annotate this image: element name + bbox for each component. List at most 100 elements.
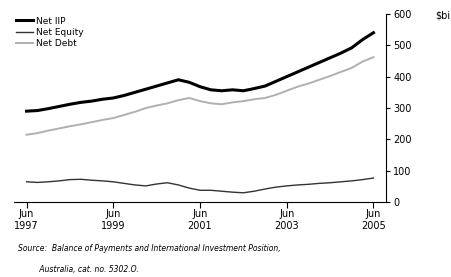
Net Equity <box>89 179 94 182</box>
Legend: Net IIP, Net Equity, Net Debt: Net IIP, Net Equity, Net Debt <box>16 17 83 48</box>
Net IIP <box>89 99 94 103</box>
Net IIP <box>197 85 202 88</box>
Net Equity <box>229 191 235 194</box>
Net IIP <box>132 91 138 94</box>
Net IIP <box>370 31 375 34</box>
Net Debt <box>305 82 310 85</box>
Net Debt <box>56 127 62 130</box>
Net Equity <box>46 180 51 183</box>
Net IIP <box>175 78 181 81</box>
Net Equity <box>56 179 62 183</box>
Net IIP <box>121 94 127 97</box>
Net Debt <box>100 118 105 122</box>
Net Debt <box>24 133 29 136</box>
Net Debt <box>272 93 278 96</box>
Net IIP <box>143 88 148 91</box>
Line: Net IIP: Net IIP <box>27 33 373 111</box>
Net Equity <box>35 181 40 184</box>
Net Debt <box>197 99 202 103</box>
Net Equity <box>327 181 332 184</box>
Net Debt <box>348 66 354 70</box>
Net Debt <box>110 116 116 120</box>
Net IIP <box>165 81 170 84</box>
Y-axis label: $billion: $billion <box>434 10 451 20</box>
Line: Net Equity: Net Equity <box>27 178 373 193</box>
Net IIP <box>316 61 321 64</box>
Net IIP <box>348 46 354 49</box>
Net IIP <box>229 88 235 91</box>
Net Debt <box>132 110 138 114</box>
Net Equity <box>78 178 83 181</box>
Net Equity <box>251 189 256 193</box>
Net Debt <box>143 106 148 110</box>
Net IIP <box>24 109 29 113</box>
Net IIP <box>305 66 310 69</box>
Net Equity <box>143 184 148 188</box>
Line: Net Debt: Net Debt <box>27 57 373 135</box>
Net IIP <box>46 107 51 110</box>
Net Equity <box>348 179 354 183</box>
Net IIP <box>251 87 256 90</box>
Net IIP <box>110 96 116 100</box>
Net Equity <box>100 179 105 183</box>
Net IIP <box>337 52 343 55</box>
Net Debt <box>218 102 224 106</box>
Net Debt <box>327 74 332 78</box>
Net IIP <box>35 109 40 112</box>
Net IIP <box>294 70 299 74</box>
Net IIP <box>262 84 267 88</box>
Net Debt <box>154 104 159 107</box>
Net Equity <box>294 183 299 187</box>
Net Debt <box>35 132 40 135</box>
Text: Source:  Balance of Payments and International Investment Position,: Source: Balance of Payments and Internat… <box>18 245 280 253</box>
Net Equity <box>165 181 170 184</box>
Net Debt <box>251 98 256 101</box>
Net Equity <box>370 176 375 180</box>
Net Equity <box>359 178 364 181</box>
Net Debt <box>337 70 343 74</box>
Net Debt <box>316 78 321 81</box>
Net Equity <box>110 180 116 183</box>
Net IIP <box>283 75 289 78</box>
Net Debt <box>175 99 181 102</box>
Net Debt <box>67 125 73 128</box>
Net Debt <box>121 113 127 117</box>
Net IIP <box>154 84 159 88</box>
Net Equity <box>197 189 202 192</box>
Net Equity <box>186 186 192 190</box>
Net IIP <box>240 89 245 93</box>
Net IIP <box>218 89 224 93</box>
Net IIP <box>100 98 105 101</box>
Net Equity <box>24 180 29 183</box>
Net Equity <box>121 182 127 185</box>
Net Equity <box>316 182 321 185</box>
Net Debt <box>165 102 170 105</box>
Net IIP <box>186 81 192 84</box>
Text: Australia, cat. no. 5302.O.: Australia, cat. no. 5302.O. <box>18 265 138 274</box>
Net Equity <box>272 186 278 189</box>
Net Equity <box>132 183 138 187</box>
Net Equity <box>154 182 159 186</box>
Net IIP <box>67 102 73 106</box>
Net Debt <box>294 85 299 88</box>
Net Equity <box>337 180 343 183</box>
Net Debt <box>229 101 235 104</box>
Net Debt <box>78 123 83 126</box>
Net Debt <box>89 120 94 124</box>
Net Equity <box>218 189 224 193</box>
Net Debt <box>262 96 267 100</box>
Net IIP <box>78 101 83 104</box>
Net IIP <box>207 88 213 91</box>
Net Debt <box>370 55 375 59</box>
Net Equity <box>262 187 267 191</box>
Net Debt <box>240 99 245 103</box>
Net IIP <box>56 105 62 108</box>
Net Equity <box>240 191 245 194</box>
Net Debt <box>283 89 289 93</box>
Net IIP <box>272 80 278 83</box>
Net Debt <box>359 60 364 63</box>
Net Equity <box>305 183 310 186</box>
Net Equity <box>175 183 181 187</box>
Net Equity <box>207 189 213 192</box>
Net IIP <box>359 38 364 41</box>
